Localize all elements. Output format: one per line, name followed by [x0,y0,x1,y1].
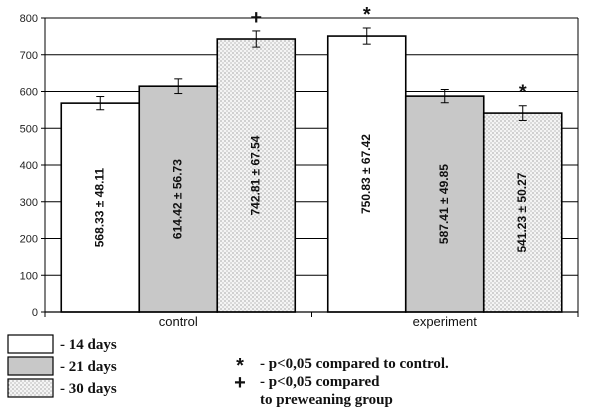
bar [404,95,485,313]
legend-label: - 30 days [60,381,117,397]
bar-group: 568.33 ± 48.11 614.42 ± 56.73 742.81 ± 67.… [60,4,563,313]
note-symbol: * [236,355,244,377]
bar-value-label: 541.23 ± 50.27 [515,172,529,252]
x-axis: control experiment [44,311,579,329]
bar-value-label: 750.83 ± 67.42 [359,134,373,214]
legend-swatch [7,356,54,376]
bar-value-label: 742.81 ± 67.54 [248,135,262,215]
bar-value-label: 587.41 ± 49.85 [437,164,451,244]
significance-marker: * [363,4,371,26]
note-symbol: + [234,372,246,394]
legend-label: - 14 days [60,337,117,353]
note-text: - p<0,05 compared [260,374,380,390]
legend-swatch [7,378,54,398]
y-tick-label: 500 [20,123,38,135]
bar-value-label: 568.33 ± 48.11 [92,168,106,248]
bar [216,38,297,313]
x-category-label: experiment [413,314,478,329]
bar-value-label: 614.42 ± 56.73 [170,159,184,239]
significance-notes: * - p<0,05 compared to control. + - p<0,05 … [234,355,449,408]
y-tick-label: 600 [20,87,38,99]
note-text: to preweaning group [260,392,393,408]
y-tick-label: 700 [20,50,38,62]
y-tick-label: 0 [32,307,38,319]
y-axis: 0 100 200 300 400 500 600 700 800 [20,13,579,319]
y-tick-label: 200 [20,234,38,246]
legend-label: - 21 days [60,359,117,375]
y-tick-label: 400 [20,160,38,172]
y-tick-label: 300 [20,197,38,209]
note-text: - p<0,05 compared to control. [260,356,449,372]
x-category-label: control [159,314,198,329]
legend-swatch [7,334,54,354]
y-tick-label: 800 [20,13,38,25]
legend: - 14 days - 21 days - 30 days [7,334,117,398]
significance-marker: * [519,82,527,104]
significance-marker: + [250,7,262,29]
y-tick-label: 100 [20,270,38,282]
bar [326,35,407,313]
